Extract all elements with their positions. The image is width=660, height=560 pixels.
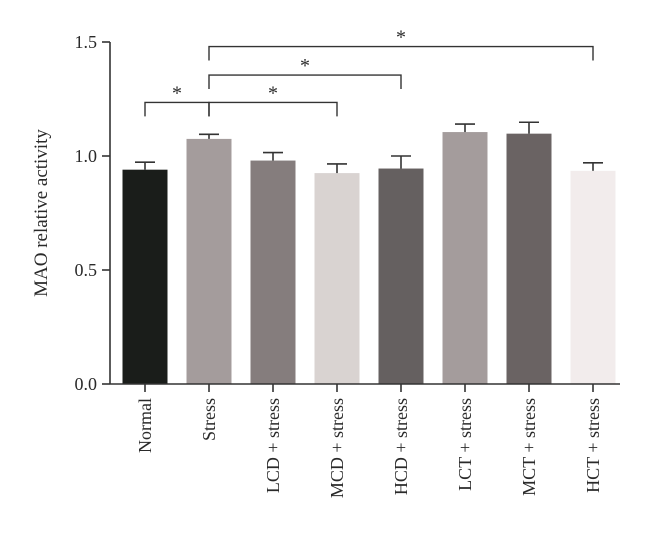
significance-label: *: [172, 82, 182, 104]
x-tick-label: LCD + stress: [263, 398, 283, 493]
axes-group: [109, 42, 620, 385]
bars-group: [122, 132, 616, 384]
x-tick-label: HCT + stress: [583, 398, 603, 493]
x-tick-label: Stress: [199, 398, 219, 441]
x-tick-label: MCT + stress: [519, 398, 539, 496]
bar: [442, 132, 488, 384]
significance-group: * * * *: [144, 27, 594, 117]
y-tick-label: 0.0: [75, 374, 98, 394]
bar: [314, 173, 360, 384]
bar: [122, 169, 168, 384]
y-ticks-group: 0.0 0.5 1.0 1.5: [75, 32, 110, 394]
bar: [250, 160, 296, 384]
error-bars-group: [135, 121, 603, 174]
significance-bracket: [144, 101, 210, 117]
significance-label: *: [300, 55, 310, 77]
significance-label: *: [396, 27, 406, 49]
x-tick-labels-group: Normal Stress LCD + stress MCD + stress HCD …: [135, 384, 603, 498]
x-tick-label: MCD + stress: [327, 398, 347, 498]
significance-label: *: [268, 82, 278, 104]
y-tick-label: 1.0: [75, 146, 98, 166]
bar: [186, 138, 232, 384]
x-tick-label: HCD + stress: [391, 398, 411, 495]
y-tick-label: 0.5: [75, 260, 98, 280]
significance-bracket: [208, 101, 338, 117]
x-tick-label: LCT + stress: [455, 398, 475, 491]
bar: [506, 133, 552, 384]
significance-bracket: [208, 74, 402, 90]
x-tick-label: Normal: [135, 398, 155, 453]
significance-bracket: [208, 45, 594, 61]
bar: [570, 170, 616, 384]
bar: [378, 168, 424, 384]
y-axis-label: MAO relative activity: [31, 129, 52, 297]
y-tick-label: 1.5: [75, 32, 98, 52]
